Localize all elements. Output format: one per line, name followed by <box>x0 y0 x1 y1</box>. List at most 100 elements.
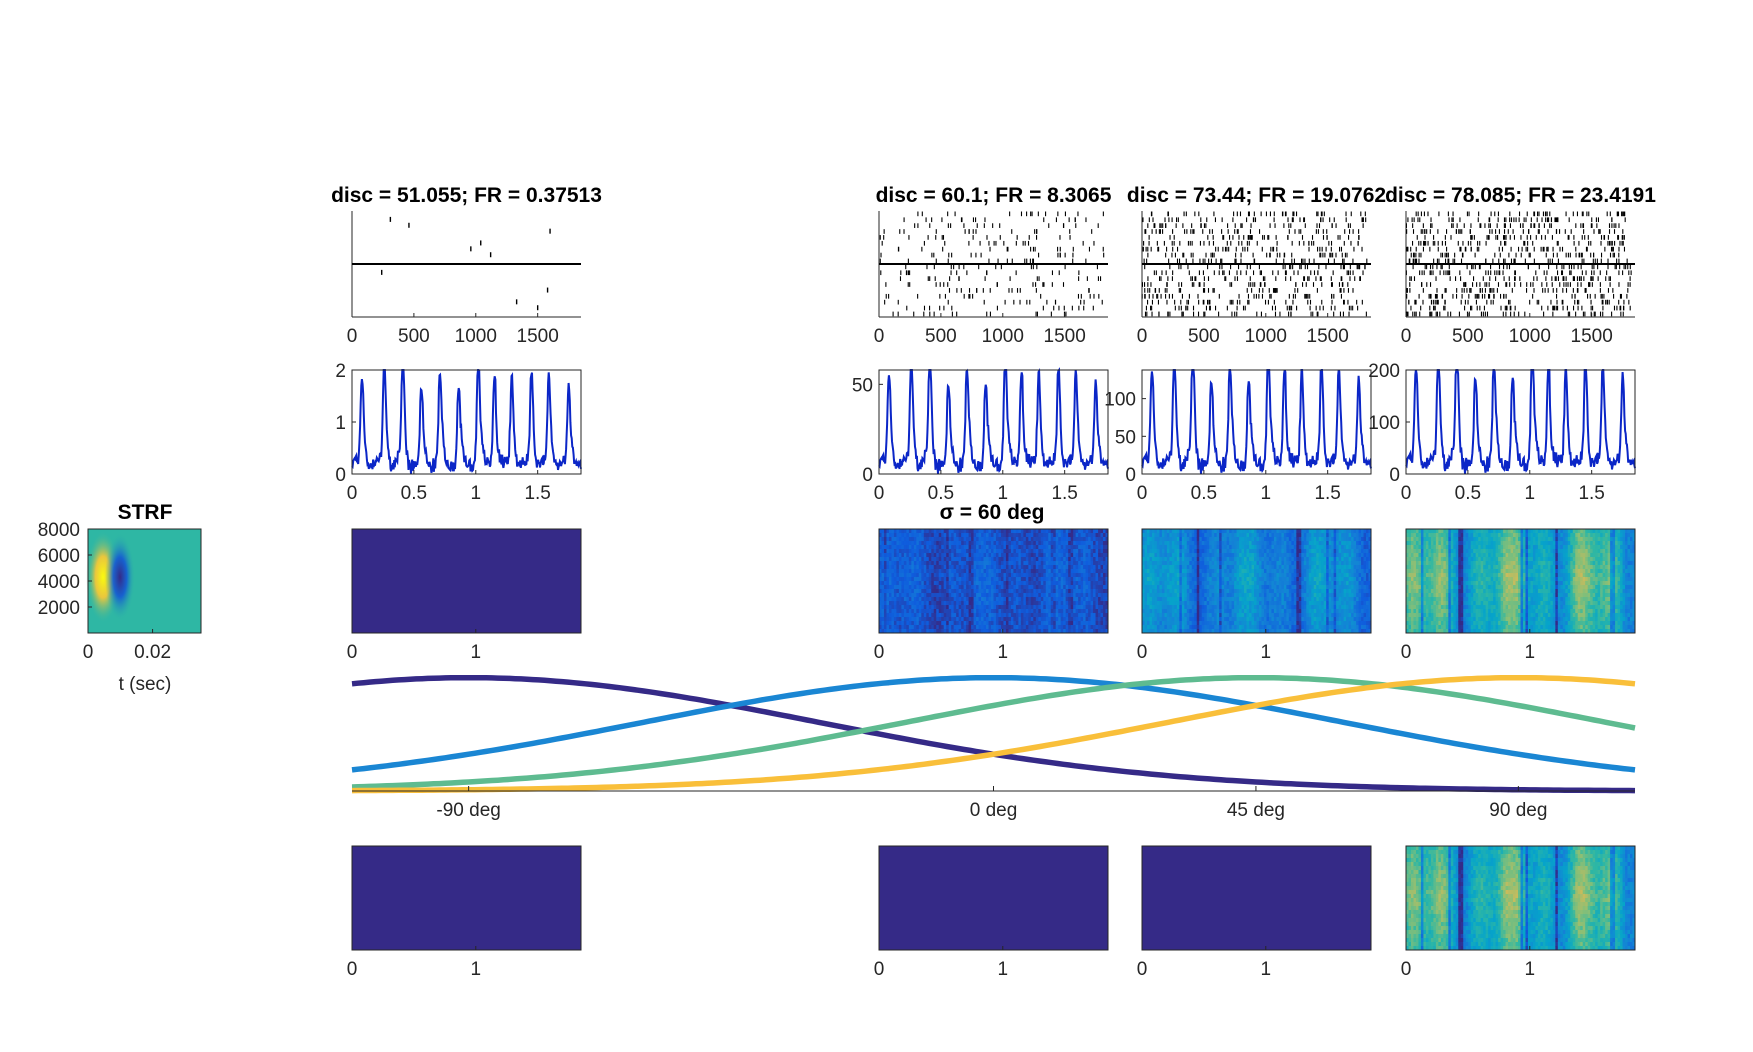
spectrogram-cell <box>926 573 930 578</box>
spectrogram-cell <box>1058 609 1062 614</box>
spectrogram-cell <box>1154 609 1158 614</box>
spectrogram-cell <box>1010 629 1014 634</box>
spectrogram-cell <box>971 549 974 554</box>
spectrogram-cell <box>1035 609 1039 614</box>
spectrogram-cell <box>943 609 947 614</box>
psth-y-tick-label: 0 <box>335 465 346 486</box>
spectrogram-cell <box>1166 565 1170 570</box>
spectrogram-cell <box>1013 585 1017 590</box>
spectrogram-cell <box>1075 529 1079 534</box>
spectrogram-cell <box>1204 613 1208 618</box>
spectrogram-cell <box>1144 581 1148 586</box>
spectrogram-cell <box>973 561 977 566</box>
spectrogram-cell <box>883 605 887 610</box>
spectrogram-cell <box>951 557 955 562</box>
spectrogram-cell <box>1166 577 1170 582</box>
spectrogram-cell <box>1045 541 1049 546</box>
spectrogram-cell <box>1088 533 1091 538</box>
spectrogram-cell <box>883 577 887 582</box>
spectrogram-cell <box>1176 565 1180 570</box>
spectrogram-cell <box>918 581 922 586</box>
spectrogram-cell <box>1005 573 1009 578</box>
spectrogram-cell <box>1103 549 1106 554</box>
spectrogram-cell <box>1068 565 1072 570</box>
spectrogram-cell <box>893 605 897 610</box>
spectrogram-cell <box>1083 605 1086 610</box>
spectrogram-cell <box>993 605 997 610</box>
spectrogram-cell <box>1078 609 1082 614</box>
spectrogram-cell <box>1098 613 1101 618</box>
spectrogram-cell <box>893 621 897 626</box>
spectrogram-cell <box>971 605 974 610</box>
spectrogram-cell <box>1164 589 1168 594</box>
spectrogram-cell <box>958 629 962 634</box>
spectrogram-cell <box>1164 617 1168 622</box>
spectrogram-cell <box>1038 561 1042 566</box>
spectrogram-cell <box>1005 609 1009 614</box>
spectrogram-cell <box>966 533 970 538</box>
spectrogram-cell <box>1189 609 1193 614</box>
spectrogram-cell <box>891 597 895 602</box>
spectrogram-cell <box>1174 597 1178 602</box>
spectrogram-cell <box>1164 557 1168 562</box>
spectrogram-cell <box>1146 577 1150 582</box>
spectrogram-cell <box>1070 593 1074 598</box>
spectrogram-cell <box>1045 545 1049 550</box>
spectrogram-cell <box>946 593 950 598</box>
spectrogram-cell <box>1181 541 1185 546</box>
spectrogram-cell <box>1103 565 1106 570</box>
spectrogram-cell <box>888 561 892 566</box>
spectrogram-cell <box>1083 573 1086 578</box>
spectrogram-cell <box>1020 553 1024 558</box>
spectrogram-cell <box>1018 549 1022 554</box>
spectrogram-cell <box>1035 625 1039 630</box>
raster-x-tick-label: 0 <box>347 326 358 347</box>
spectrogram-cell <box>1078 617 1082 622</box>
spectrogram-cell <box>1100 609 1104 614</box>
spectrogram-cell <box>1088 585 1091 590</box>
spectrogram-cell <box>1174 537 1178 542</box>
spectrogram-cell <box>1013 553 1017 558</box>
spectrogram-cell <box>1065 533 1069 538</box>
spectrogram-cell <box>1206 537 1210 542</box>
spectrogram-cell <box>988 549 992 554</box>
spectrogram-cell <box>953 613 957 618</box>
spectrogram-cell <box>1151 561 1155 566</box>
spectrogram-cell <box>926 577 930 582</box>
spectrogram-cell <box>1015 589 1019 594</box>
spectrogram-cell <box>1063 601 1067 606</box>
spectrogram-cell <box>983 529 987 534</box>
spectrogram-cell <box>966 629 970 634</box>
spectrogram-cell <box>926 565 930 570</box>
spectrogram-cell <box>931 593 935 598</box>
spectrogram-cell <box>966 569 970 574</box>
spectrogram-cell <box>911 613 915 618</box>
spectrogram-cell <box>938 617 942 622</box>
spectrogram-cell <box>936 605 940 610</box>
psth-x-tick-label: 1.5 <box>1314 483 1340 504</box>
spectrogram-cell <box>1204 589 1208 594</box>
spectrogram-cell <box>946 601 950 606</box>
spectrogram-cell <box>928 549 932 554</box>
spectrogram-cell <box>1093 613 1096 618</box>
spectrogram-cell <box>1196 609 1200 614</box>
spectrogram-cell <box>983 585 987 590</box>
spectrogram-cell <box>1068 629 1072 634</box>
spectrogram-x-tick-label: 0 <box>874 642 885 663</box>
spectrogram-cell <box>1181 609 1185 614</box>
spectrogram-cell <box>976 549 979 554</box>
spectrogram-cell <box>1080 601 1084 606</box>
spectrogram-cell <box>1151 585 1155 590</box>
spectrogram-cell <box>931 581 935 586</box>
spectrogram-cell <box>1194 549 1198 554</box>
spectrogram-cell <box>1161 561 1165 566</box>
spectrogram-cell <box>1196 589 1200 594</box>
spectrogram-cell <box>1020 545 1024 550</box>
spectrogram-cell <box>1058 601 1062 606</box>
spectrogram-cell <box>1151 597 1155 602</box>
spectrogram-cell <box>906 545 910 550</box>
spectrogram-cell <box>893 557 897 562</box>
spectrogram-cell <box>898 621 902 626</box>
spectrogram-cell <box>1008 605 1012 610</box>
spectrogram-cell <box>956 601 960 606</box>
